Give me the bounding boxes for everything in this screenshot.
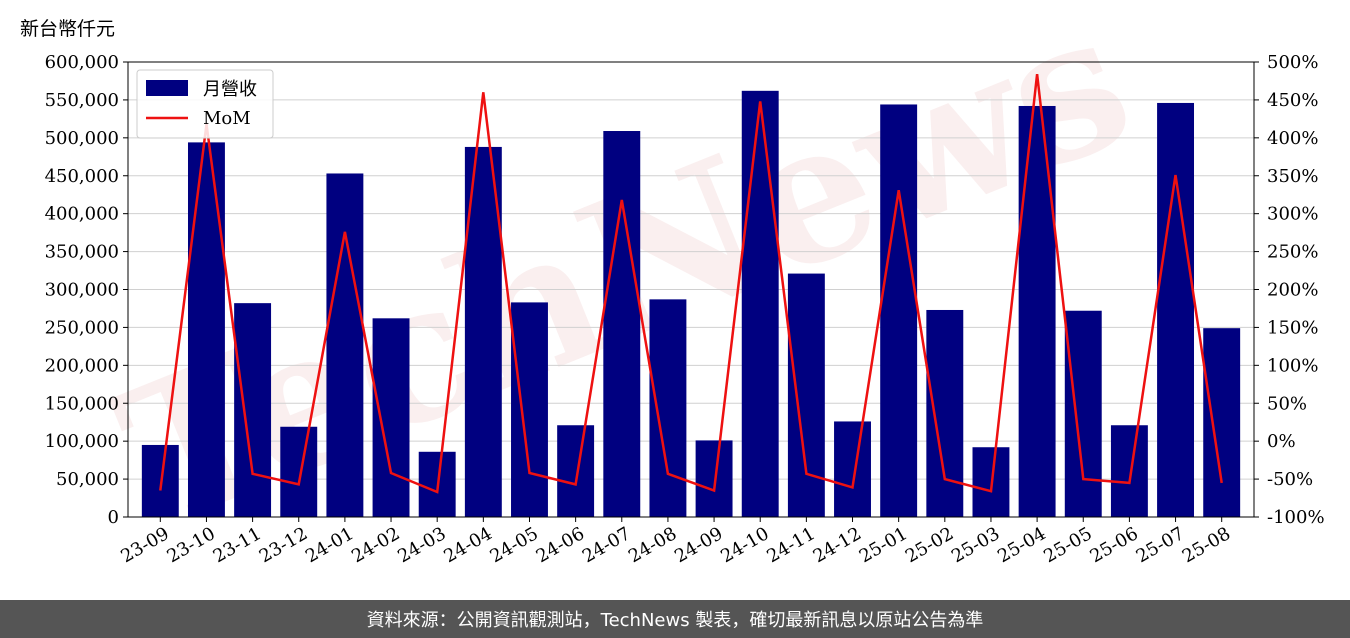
x-tick-label: 23-09	[117, 523, 172, 567]
y-right-tick-label: 400%	[1267, 128, 1318, 149]
y-right-tick-label: 0%	[1267, 431, 1296, 452]
y-right-tick-label: 150%	[1267, 317, 1318, 338]
y-right-tick-label: 250%	[1267, 242, 1318, 263]
revenue-bar	[511, 302, 548, 517]
x-tick-label: 24-10	[717, 523, 772, 567]
y-right-tick-label: 100%	[1267, 355, 1318, 376]
revenue-bar	[649, 299, 687, 517]
x-tick-label: 25-06	[1086, 523, 1141, 567]
revenue-bar	[187, 142, 225, 517]
y-left-tick-label: 50,000	[56, 469, 119, 490]
revenue-mom-chart: TechNews050,000100,000150,000200,000250,…	[45, 0, 1325, 570]
legend-label-line: MoM	[203, 108, 251, 129]
x-tick-label: 24-05	[487, 523, 542, 567]
y-left-tick-label: 350,000	[45, 242, 119, 263]
x-tick-label: 25-03	[948, 523, 1003, 567]
y-left-tick-label: 450,000	[45, 166, 119, 187]
x-tick-label: 24-11	[763, 523, 818, 567]
y-left-tick-label: 300,000	[45, 280, 119, 301]
x-tick-label: 24-09	[671, 523, 726, 567]
y-right-tick-label: 450%	[1267, 90, 1318, 111]
revenue-bar	[603, 131, 641, 517]
revenue-bar	[1018, 105, 1056, 517]
y-right-tick-label: 500%	[1267, 52, 1318, 73]
y-left-tick-label: 500,000	[45, 128, 119, 149]
y-left-tick-label: 100,000	[45, 431, 119, 452]
x-tick-label: 24-12	[810, 523, 865, 567]
y-left-tick-label: 0	[108, 507, 119, 528]
revenue-bar	[787, 273, 825, 517]
legend-label-bar: 月營收	[203, 79, 257, 100]
y-left-tick-label: 400,000	[45, 204, 119, 225]
x-tick-label: 25-05	[1040, 523, 1095, 567]
legend-swatch-bar	[146, 80, 188, 96]
revenue-bar	[1157, 102, 1195, 517]
mom-line	[159, 73, 1223, 494]
y-right-tick-label: -100%	[1267, 507, 1325, 528]
x-tick-label: 24-08	[625, 523, 680, 567]
revenue-bar	[326, 173, 364, 517]
x-tick-label: 24-04	[440, 523, 495, 567]
y-right-tick-label: 50%	[1267, 393, 1307, 414]
revenue-bar	[557, 425, 595, 517]
x-tick-label: 24-07	[579, 523, 634, 567]
x-tick-label: 25-08	[1179, 523, 1234, 567]
y-right-tick-label: 200%	[1267, 280, 1318, 301]
revenue-bar	[372, 318, 410, 517]
x-tick-label: 25-01	[856, 523, 911, 567]
revenue-bar	[834, 421, 871, 517]
y-right-tick-label: 300%	[1267, 204, 1318, 225]
x-tick-label: 25-02	[902, 523, 957, 567]
revenue-bar	[926, 309, 964, 517]
revenue-bar	[741, 90, 779, 518]
x-tick-label: 24-06	[533, 523, 588, 567]
revenue-bar	[695, 440, 733, 517]
y-axis-unit-label: 新台幣仟元	[20, 18, 116, 40]
revenue-bar	[280, 426, 318, 517]
x-tick-label: 24-01	[302, 523, 357, 567]
y-left-tick-label: 250,000	[45, 317, 119, 338]
y-left-tick-label: 550,000	[45, 90, 119, 111]
legend: 月營收 MoM	[136, 69, 274, 139]
x-tick-label: 24-02	[348, 523, 403, 567]
y-left-tick-label: 200,000	[45, 355, 119, 376]
y-left-tick-label: 150,000	[45, 393, 119, 414]
revenue-bar	[880, 104, 918, 517]
revenue-bar	[234, 303, 272, 517]
x-tick-label: 24-03	[394, 523, 449, 567]
x-tick-label: 25-04	[994, 523, 1049, 567]
x-tick-label: 25-07	[1133, 523, 1188, 567]
revenue-bar	[1064, 310, 1102, 517]
y-left-tick-label: 600,000	[45, 52, 119, 73]
y-right-tick-label: -50%	[1267, 469, 1313, 490]
revenue-bar	[1203, 328, 1241, 517]
y-right-tick-label: 350%	[1267, 166, 1318, 187]
source-footer: 資料來源：公開資訊觀測站，TechNews 製表，確切最新訊息以原站公告為準	[0, 600, 1350, 638]
revenue-bar	[1110, 425, 1148, 517]
